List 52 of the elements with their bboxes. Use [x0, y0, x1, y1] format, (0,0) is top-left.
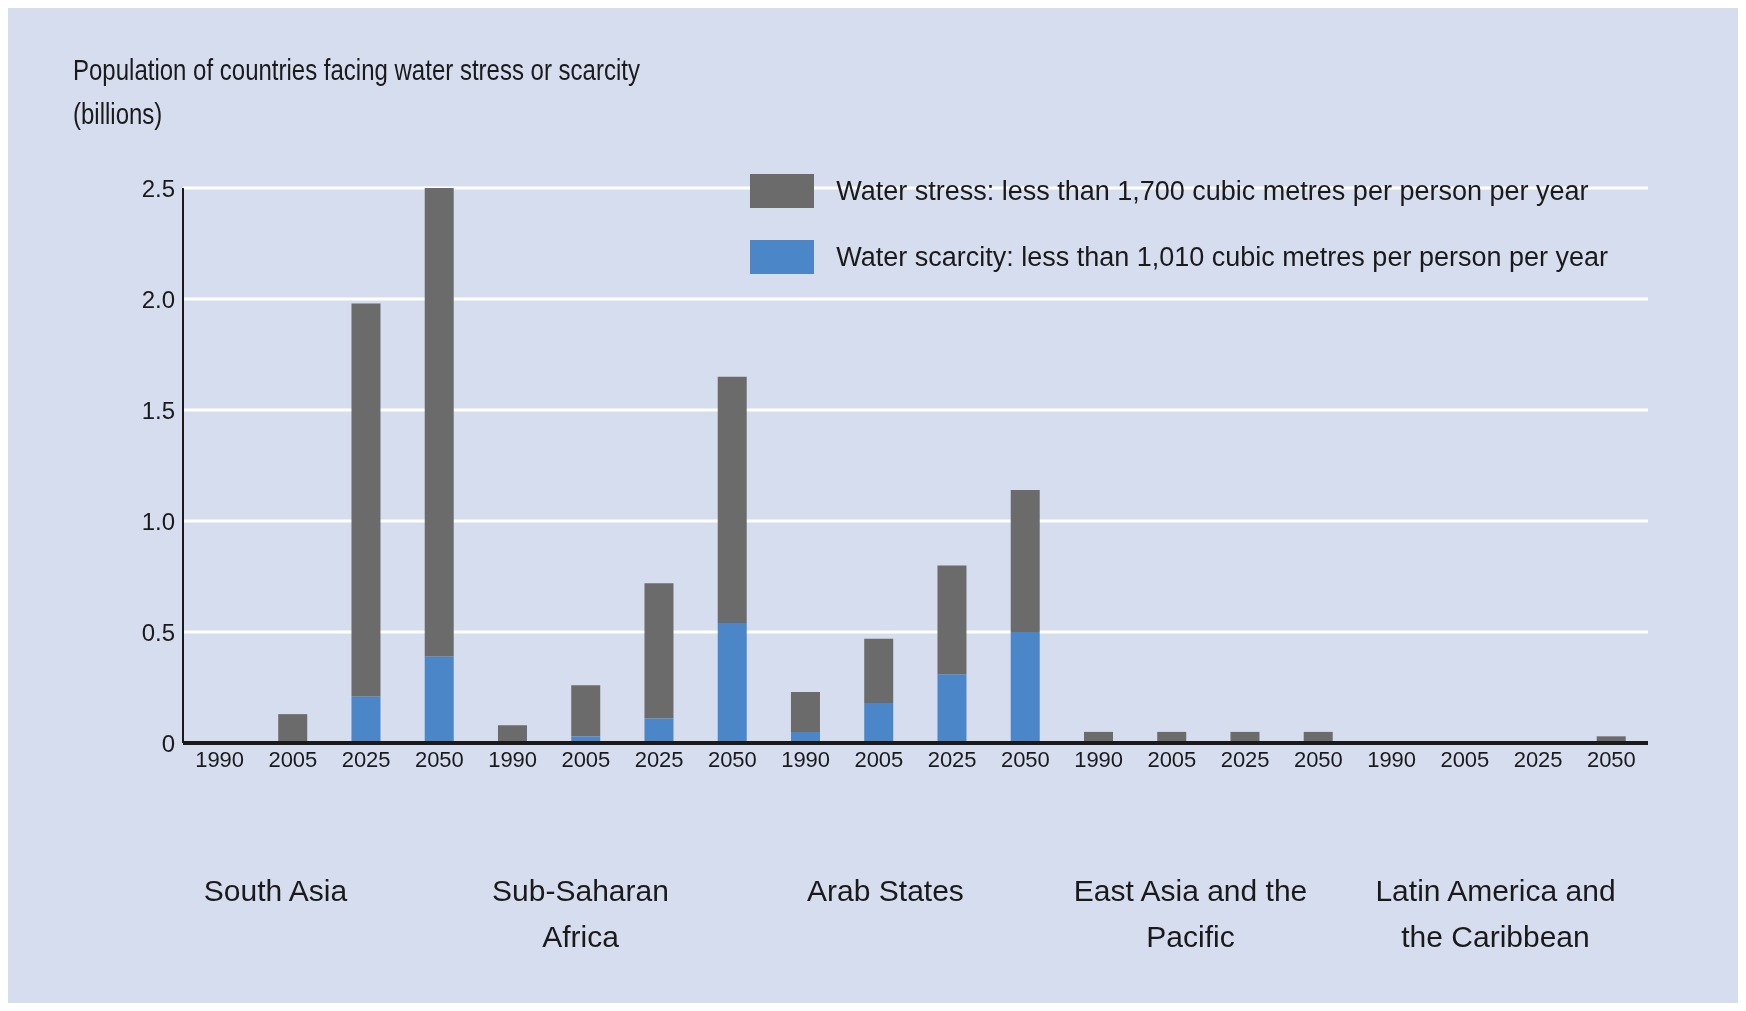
- y-axis-title: Population of countries facing water stress or scarcity (billions): [73, 52, 641, 132]
- x-tick-label: 1990: [1074, 746, 1124, 772]
- bar: [351, 303, 381, 697]
- x-tick-label: 2050: [414, 746, 464, 772]
- legend-label: Water stress: less than 1,700 cubic metres per person per year: [836, 175, 1589, 207]
- bar: [717, 376, 747, 624]
- x-tick-label: 2050: [707, 746, 757, 772]
- x-tick-label: 2005: [1147, 746, 1197, 772]
- y-tick-label: 2.5: [141, 174, 175, 202]
- x-tick-label: 2025: [634, 746, 684, 772]
- x-tick-label: 2025: [1220, 746, 1270, 772]
- x-tick-label: 2005: [561, 746, 611, 772]
- y-tick-label: 0.5: [141, 618, 175, 646]
- text: Latin America and the Caribbean: [1374, 873, 1617, 955]
- text: Sub-Saharan Africa: [491, 873, 670, 955]
- x-tick-label: 2025: [341, 746, 391, 772]
- x-tick-label: 2050: [1586, 746, 1636, 772]
- bar: [1010, 489, 1040, 632]
- x-tick-label: 2005: [1440, 746, 1490, 772]
- x-tick-label: 1990: [488, 746, 538, 772]
- bar: [278, 714, 308, 743]
- x-tick-label: 2005: [854, 746, 904, 772]
- bar: [864, 638, 894, 704]
- bar: [644, 583, 674, 719]
- y-tick-label: 1.5: [141, 396, 175, 424]
- x-tick-label: 2005: [268, 746, 318, 772]
- x-tick-label: 2050: [1000, 746, 1050, 772]
- bar: [644, 718, 674, 743]
- bar: [790, 691, 820, 732]
- x-tick-label: 1990: [195, 746, 245, 772]
- y-tick-label: 0: [161, 729, 175, 757]
- bar: [424, 188, 454, 657]
- y-tick-label: 1.0: [141, 507, 175, 535]
- bar: [571, 685, 601, 737]
- bar: [937, 674, 967, 743]
- x-tick-label: 2050: [1293, 746, 1343, 772]
- bar: [717, 623, 747, 743]
- text: Arab States: [806, 873, 965, 909]
- y-tick-label: 2.0: [141, 285, 175, 313]
- bar: [1010, 632, 1040, 743]
- bar: [864, 703, 894, 743]
- bar: [937, 565, 967, 675]
- text: South Asia: [202, 873, 349, 909]
- x-tick-label: 2025: [927, 746, 977, 772]
- bar: [351, 696, 381, 743]
- bar: [497, 725, 527, 743]
- legend-label: Water scarcity: less than 1,010 cubic metres per person per year: [836, 241, 1608, 273]
- x-tick-label: 1990: [781, 746, 831, 772]
- bar: [424, 656, 454, 743]
- x-tick-label: 2025: [1513, 746, 1563, 772]
- x-tick-label: 1990: [1367, 746, 1417, 772]
- text: East Asia and the Pacific: [1072, 873, 1309, 955]
